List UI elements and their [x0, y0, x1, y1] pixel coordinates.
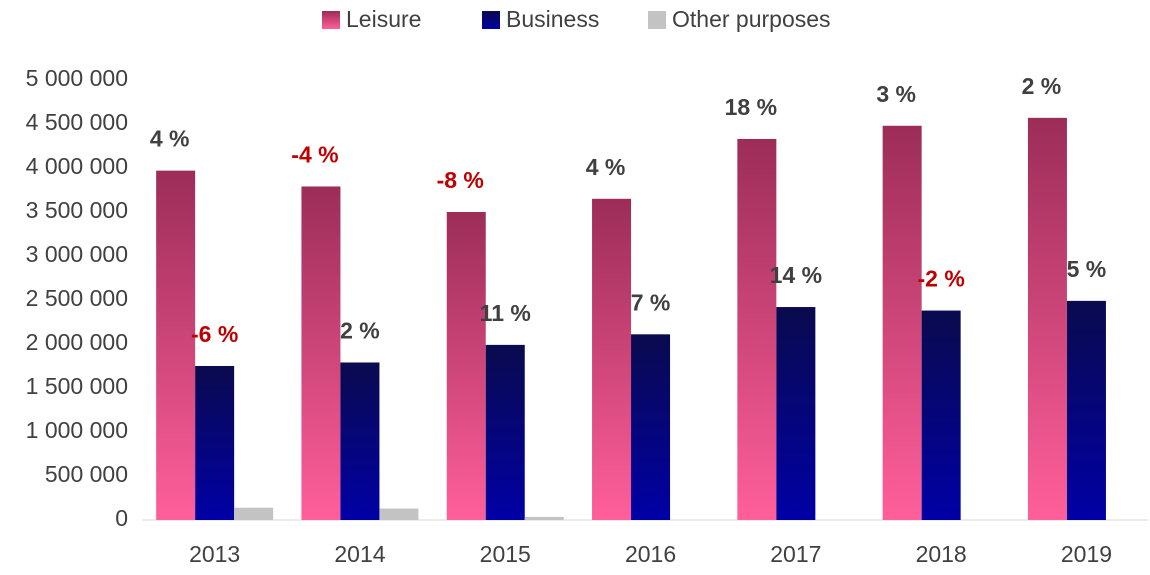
bar [379, 508, 419, 520]
data-label: 18 % [725, 94, 777, 120]
y-tick-label: 4 000 000 [26, 153, 128, 179]
bar [524, 516, 564, 520]
bar [921, 310, 961, 520]
bar [1027, 117, 1067, 520]
bar [1066, 300, 1106, 520]
y-tick-label: 2 500 000 [26, 285, 128, 311]
x-tick-label: 2017 [770, 541, 821, 567]
data-label: 4 % [586, 154, 626, 180]
data-label: 7 % [631, 289, 671, 315]
data-label: 5 % [1067, 256, 1107, 282]
data-label: 11 % [480, 300, 531, 326]
data-label: -8 % [437, 167, 484, 193]
data-label: 2 % [340, 318, 380, 344]
x-tick-label: 2016 [625, 541, 676, 567]
x-tick-label: 2014 [334, 541, 385, 567]
y-tick-label: 1 000 000 [26, 417, 128, 443]
y-tick-label: 4 500 000 [26, 109, 128, 135]
legend-swatch [322, 11, 340, 29]
bar [340, 362, 380, 520]
bar [301, 186, 341, 521]
bar [631, 334, 671, 520]
x-tick-label: 2013 [189, 541, 240, 567]
data-label: 3 % [876, 81, 916, 107]
y-tick-label: 2 000 000 [26, 329, 128, 355]
x-tick-label: 2018 [916, 541, 967, 567]
bar [737, 138, 777, 520]
x-tick-label: 2015 [480, 541, 531, 567]
y-tick-label: 0 [115, 505, 128, 531]
x-tick-label: 2019 [1061, 541, 1112, 567]
legend-swatch [648, 11, 666, 29]
bar [485, 344, 525, 520]
bar [882, 125, 922, 520]
bar [592, 198, 632, 521]
data-label: -2 % [918, 266, 965, 292]
data-label: -6 % [191, 321, 238, 347]
bar [195, 366, 235, 520]
bar [446, 212, 486, 520]
legend-swatch [482, 11, 500, 29]
bar [234, 507, 274, 520]
y-tick-label: 500 000 [45, 461, 128, 487]
data-label: -4 % [291, 142, 338, 168]
legend-label: Other purposes [672, 6, 831, 32]
bar [156, 170, 196, 520]
y-tick-label: 3 000 000 [26, 241, 128, 267]
legend-label: Leisure [346, 6, 421, 32]
bar [776, 307, 816, 520]
y-tick-label: 3 500 000 [26, 197, 128, 223]
data-label: 14 % [770, 262, 822, 288]
data-label: 2 % [1022, 73, 1062, 99]
y-tick-label: 5 000 000 [26, 65, 128, 91]
data-label: 4 % [150, 126, 190, 152]
y-tick-label: 1 500 000 [26, 373, 128, 399]
legend-label: Business [506, 6, 599, 32]
